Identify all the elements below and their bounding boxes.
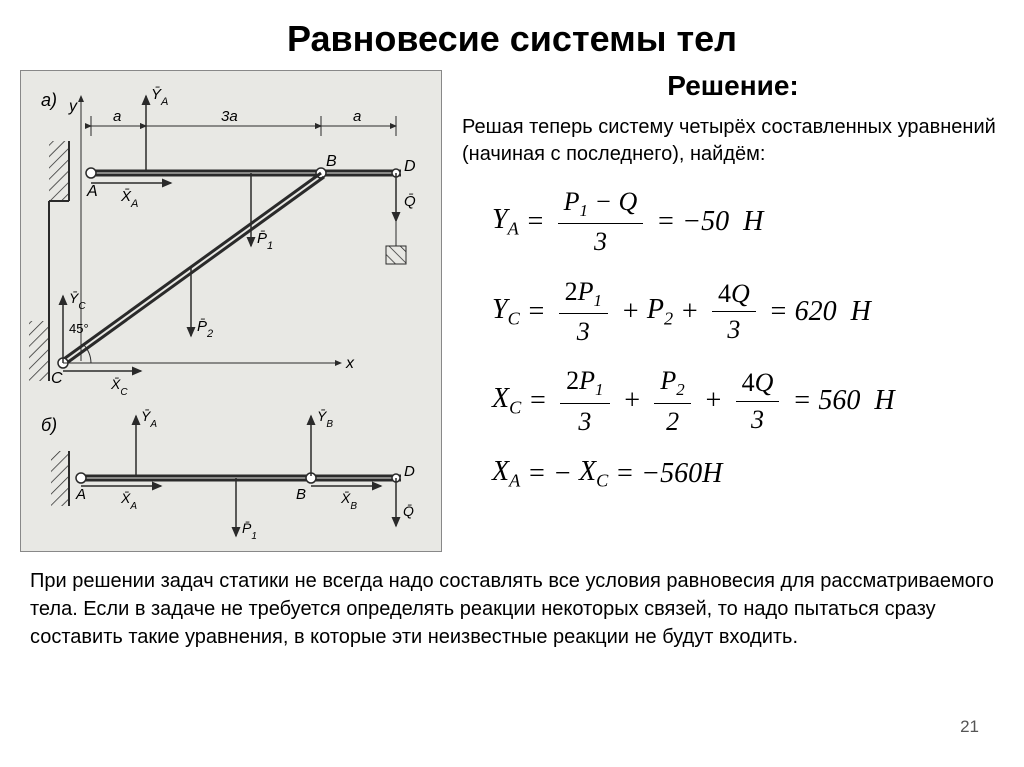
- page-number: 21: [960, 717, 979, 737]
- angle-45: 45°: [69, 321, 89, 336]
- node-b: B: [326, 153, 337, 170]
- p2-vec: P̄2: [197, 318, 213, 340]
- ya-vec: ȲA: [151, 86, 168, 108]
- ya-b-vec: ȲA: [141, 408, 157, 430]
- node-b-b: B: [296, 486, 306, 503]
- dim-a1: a: [113, 108, 121, 125]
- yc-vec: ȲC: [69, 290, 86, 312]
- equation-1: YA = P1 − Q 3 = −50 H: [492, 186, 1004, 258]
- xc-vec: X̄C: [110, 376, 128, 398]
- equation-3: XC = 2P1 3 + P2 2 + 4Q 3 = 560: [492, 365, 1004, 437]
- panel-b-label: б): [41, 415, 57, 435]
- content-row: а) y A B: [0, 70, 1024, 552]
- node-d: D: [404, 158, 416, 175]
- page-title: Равновесие системы тел: [0, 0, 1024, 70]
- x-axis-label: x: [345, 355, 355, 372]
- text-column: Решение: Решая теперь систему четырёх со…: [462, 70, 1004, 552]
- xb-vec: X̄B: [340, 490, 357, 512]
- panel-a-label: а): [41, 90, 57, 110]
- equation-2: YC = 2P1 3 + P2 + 4Q 3 = 620 H: [492, 276, 1004, 348]
- solution-heading: Решение:: [462, 70, 1004, 102]
- yb-vec: ȲB: [317, 408, 333, 430]
- intro-text: Решая теперь систему четырёх составленны…: [462, 114, 1004, 168]
- p1-vec: P̄1: [257, 230, 273, 252]
- bottom-paragraph: При решении задач статики не всегда надо…: [0, 552, 1024, 651]
- mechanics-diagram: а) y A B: [20, 70, 442, 552]
- node-d-b: D: [404, 463, 415, 480]
- equations-block: YA = P1 − Q 3 = −50 H YC = 2P1 3: [462, 186, 1004, 492]
- dim-a3: a: [353, 108, 361, 125]
- xa-vec: X̄A: [120, 188, 138, 210]
- diagram-column: а) y A B: [20, 70, 442, 552]
- equation-4: XA = − XC = −560 H: [492, 455, 1004, 492]
- node-c: C: [51, 370, 63, 387]
- y-axis-label: y: [68, 98, 78, 115]
- node-a: A: [86, 183, 98, 200]
- node-a-b: A: [75, 486, 86, 503]
- p1-b-vec: P̄1: [242, 520, 257, 542]
- q-vec: Q̄: [404, 193, 416, 210]
- q-b-vec: Q̄: [403, 503, 414, 519]
- dim-3a: 3a: [221, 108, 238, 125]
- xa-b-vec: X̄A: [120, 490, 137, 512]
